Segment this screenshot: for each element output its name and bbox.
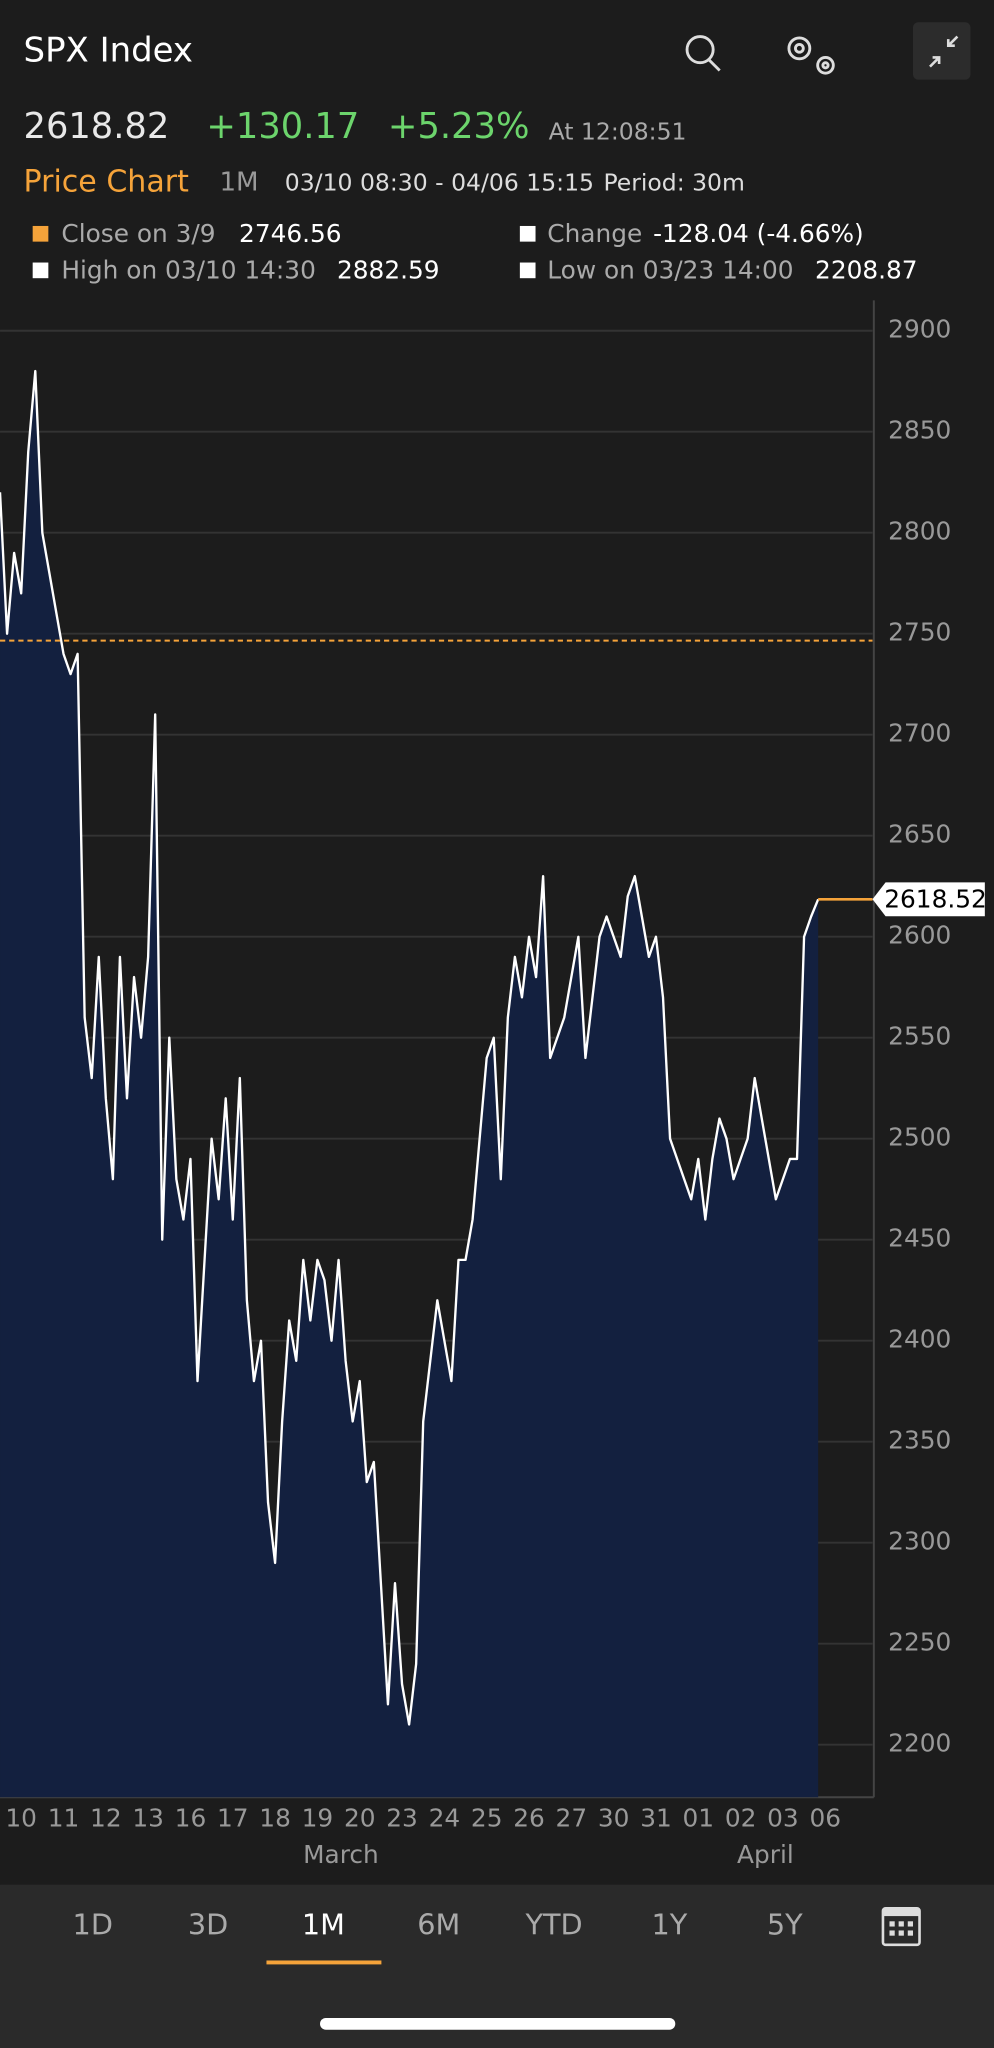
range-tab[interactable]: YTD (524, 1908, 582, 1942)
last-price-tag (872, 882, 985, 917)
home-indicator (320, 2017, 676, 2030)
legend-label: High on 03/10 14:30 (61, 256, 315, 285)
x-tick-label: 01 (683, 1803, 715, 1832)
dates: 03/10 08:30 - 04/06 15:15 (285, 169, 594, 197)
x-tick-label: 11 (48, 1803, 80, 1832)
title: SPX Index (24, 31, 193, 71)
x-tick-label: 10 (5, 1803, 37, 1832)
x-tick-label: 24 (429, 1803, 461, 1832)
legend-value: 2882.59 (337, 256, 440, 285)
y-tick-label: 2300 (888, 1527, 951, 1556)
x-tick-label: 13 (132, 1803, 164, 1832)
x-tick-label: 26 (513, 1803, 545, 1832)
range: 1M (219, 167, 258, 197)
x-tick-label: 31 (640, 1803, 672, 1832)
legend-label: Low on 03/23 14:00 (547, 256, 793, 285)
collapse-button[interactable] (913, 22, 971, 80)
y-tick-label: 2850 (888, 416, 951, 445)
legend-value: -128.04 (-4.66%) (653, 219, 864, 248)
legend-label: Close on 3/9 (61, 219, 215, 248)
y-tick-label: 2600 (888, 921, 951, 950)
calendar-button[interactable] (881, 1906, 921, 1947)
legend-value: 2208.87 (815, 256, 918, 285)
change: +130.17 (206, 106, 359, 147)
legend-swatch (519, 225, 536, 242)
x-tick-label: 12 (90, 1803, 122, 1832)
period: Period: 30m (603, 169, 744, 197)
range-tab[interactable]: 1M (302, 1908, 345, 1942)
month-label: April (737, 1840, 794, 1869)
y-tick-label: 2200 (888, 1729, 951, 1758)
legend-value: 2746.56 (239, 219, 342, 248)
y-tick-label: 2400 (888, 1325, 951, 1354)
last-price-label: 2618.52 (884, 885, 987, 914)
settings-icon[interactable] (787, 36, 835, 75)
active-tab-indicator (266, 1960, 382, 1965)
x-tick-label: 18 (259, 1803, 291, 1832)
x-tick-label: 16 (175, 1803, 207, 1832)
x-tick-label: 19 (302, 1803, 334, 1832)
range-tab[interactable]: 3D (188, 1908, 228, 1942)
search-icon[interactable] (685, 35, 721, 72)
area (0, 371, 819, 1798)
x-tick-label: 17 (217, 1803, 249, 1832)
x-tick-label: 23 (386, 1803, 418, 1832)
y-tick-label: 2700 (888, 719, 951, 748)
chart-label: Price Chart (24, 164, 190, 199)
y-tick-label: 2800 (888, 517, 951, 546)
range-tab[interactable]: 1D (73, 1908, 113, 1942)
y-tick-label: 2750 (888, 618, 951, 647)
price: 2618.82 (24, 106, 170, 147)
x-tick-label: 20 (344, 1803, 376, 1832)
legend-label: Change (547, 219, 642, 248)
y-tick-label: 2250 (888, 1628, 951, 1657)
range-tab[interactable]: 6M (417, 1908, 460, 1942)
legend-swatch (519, 262, 536, 279)
month-label: March (303, 1840, 379, 1869)
x-tick-label: 02 (725, 1803, 757, 1832)
price-line (0, 369, 820, 1726)
tabs: 1D 3D 1M 6M YTD 1Y 5Y (73, 1908, 804, 1942)
y-tick-label: 2650 (888, 820, 951, 849)
y-tick-label: 2350 (888, 1426, 951, 1455)
change-pct: +5.23% (388, 106, 530, 147)
time: At 12:08:51 (549, 118, 687, 146)
x-tick-label: 03 (767, 1803, 799, 1832)
x-tick-label: 06 (809, 1803, 841, 1832)
plot: 2200 2250 2300 2350 2400 2450 2500 2550 2600 2650… (0, 300, 987, 1832)
y-tick-label: 2500 (888, 1123, 951, 1152)
y-tick-label: 2550 (888, 1022, 951, 1051)
y-tick-label: 2900 (888, 315, 951, 344)
range-tab[interactable]: 5Y (767, 1908, 803, 1942)
x-tick-label: 30 (598, 1803, 630, 1832)
legend-swatch (32, 225, 49, 242)
x-tick-label: 25 (471, 1803, 503, 1832)
y-tick-label: 2450 (888, 1224, 951, 1253)
x-tick-label: 27 (556, 1803, 588, 1832)
legend-swatch (32, 262, 49, 279)
range-tab[interactable]: 1Y (651, 1908, 687, 1942)
